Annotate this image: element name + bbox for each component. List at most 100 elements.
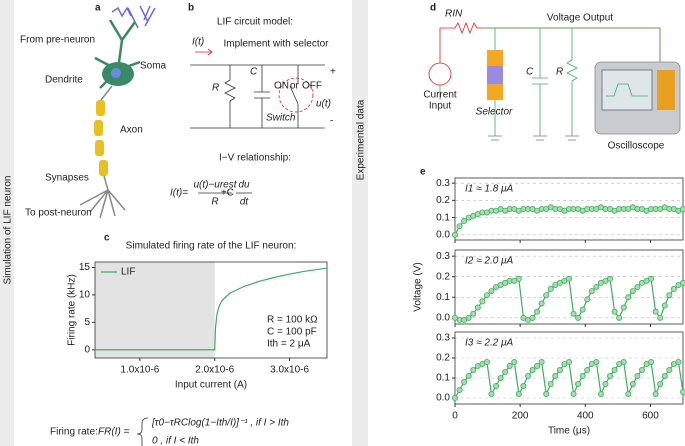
circuit-label: I(t)= [170,188,188,199]
data-point [680,206,685,212]
data-point [638,366,645,373]
plot-frame [454,249,684,325]
formula: 0 , if I < Ith [152,436,199,446]
data-point [483,292,490,299]
data-point [534,362,541,369]
circuit-label: ON [274,81,289,92]
data-point [607,372,614,379]
data-point [474,304,481,311]
brace [136,417,149,446]
data-point [515,275,522,282]
panel-label: a [95,3,101,14]
data-point [570,390,577,397]
panel-label: b [188,3,194,14]
x-tick-label: 600 [642,411,659,422]
circuit-label: Selector [476,107,513,118]
data-point [488,390,495,397]
x-axis-label: Input current (A) [175,380,247,391]
circuit-label: R [211,197,218,208]
y-tick-label: 0.3 [436,178,450,189]
data-point [465,372,472,379]
data-point [547,380,554,387]
data-point [579,372,586,379]
data-point [461,218,468,225]
x-tick-label: 0 [452,411,458,422]
annotation: C = 100 pF [267,327,317,338]
data-point [456,386,463,393]
data-point [657,380,664,387]
data-point [534,308,541,315]
circuit-label: I−V relationship: [219,153,291,164]
data-point [602,380,609,387]
data-point [597,390,604,397]
neuron-part-label: From pre-neuron [20,35,95,46]
shaded-region [95,262,215,358]
data-point [670,286,677,293]
panel-label: e [420,167,426,178]
circuit-label: du [238,180,250,191]
data-point [661,372,668,379]
data-point [556,366,563,373]
data-point [529,314,536,321]
data-point [625,294,632,301]
y-tick-label: 0 [84,344,90,355]
circuit-label: OFF [302,81,322,92]
data-point [607,275,614,282]
data-point [543,390,550,397]
circuit-label: R [212,83,219,94]
data-point [543,292,550,299]
y-tick-label: 0.0 [436,229,450,240]
data-point [575,380,582,387]
y-tick-label: 0.0 [436,312,450,323]
y-tick-label: 5 [84,317,90,328]
y-axis-label: Voltage (V) [413,262,424,311]
y-tick-label: 0.3 [436,251,450,262]
data-point [611,366,618,373]
data-point [570,310,577,317]
data-point [579,306,586,313]
circuit-label: dt [240,197,250,208]
data-point [588,288,595,295]
data-point [634,372,641,379]
data-point [666,366,673,373]
circuit-label: RIN [445,9,463,20]
panel-label: d [430,3,436,14]
annotation: I1 ≈ 1.8 μA [465,184,514,195]
neuron-part-label: Axon [120,125,143,136]
y-tick-label: 0.1 [436,292,450,303]
data-point [593,358,600,365]
data-point [566,275,573,282]
circuit-label: u(t)−urest [193,180,237,191]
formula: [τ0−τRClog(1−Ith/I)]⁻¹ , if I > Ith [151,418,289,429]
data-point [529,366,536,373]
y-tick-label: 10 [79,290,91,301]
lif-circuit [190,48,325,129]
data-point [680,279,685,286]
data-point [520,382,527,389]
y-tick-label: 0.0 [436,393,450,404]
data-point [575,314,582,321]
circuit-label: Switch [266,113,296,124]
circuit-label: R [556,67,563,78]
measurement-circuit [428,21,681,141]
x-tick-label: 200 [512,411,529,422]
plot-frame [454,331,684,405]
data-point [584,296,591,303]
data-point [502,368,509,375]
series-line [95,267,328,351]
circuit-label: Input [429,101,451,112]
data-point [620,358,627,365]
y-axis-label: Firing rate (kHz) [67,274,78,346]
data-point [584,366,591,373]
data-point [451,231,458,238]
data-point [470,310,477,317]
data-point [629,380,636,387]
plot-frame [94,261,328,359]
y-tick-label: 0.2 [436,271,450,282]
annotation: Ith = 2 μA [267,339,311,350]
x-tick-label: 2.0x10-6 [195,365,234,376]
y-tick-label: 0.2 [436,195,450,206]
side-label: Experimental data [356,99,367,180]
data-point [479,298,486,305]
data-point [652,390,659,397]
